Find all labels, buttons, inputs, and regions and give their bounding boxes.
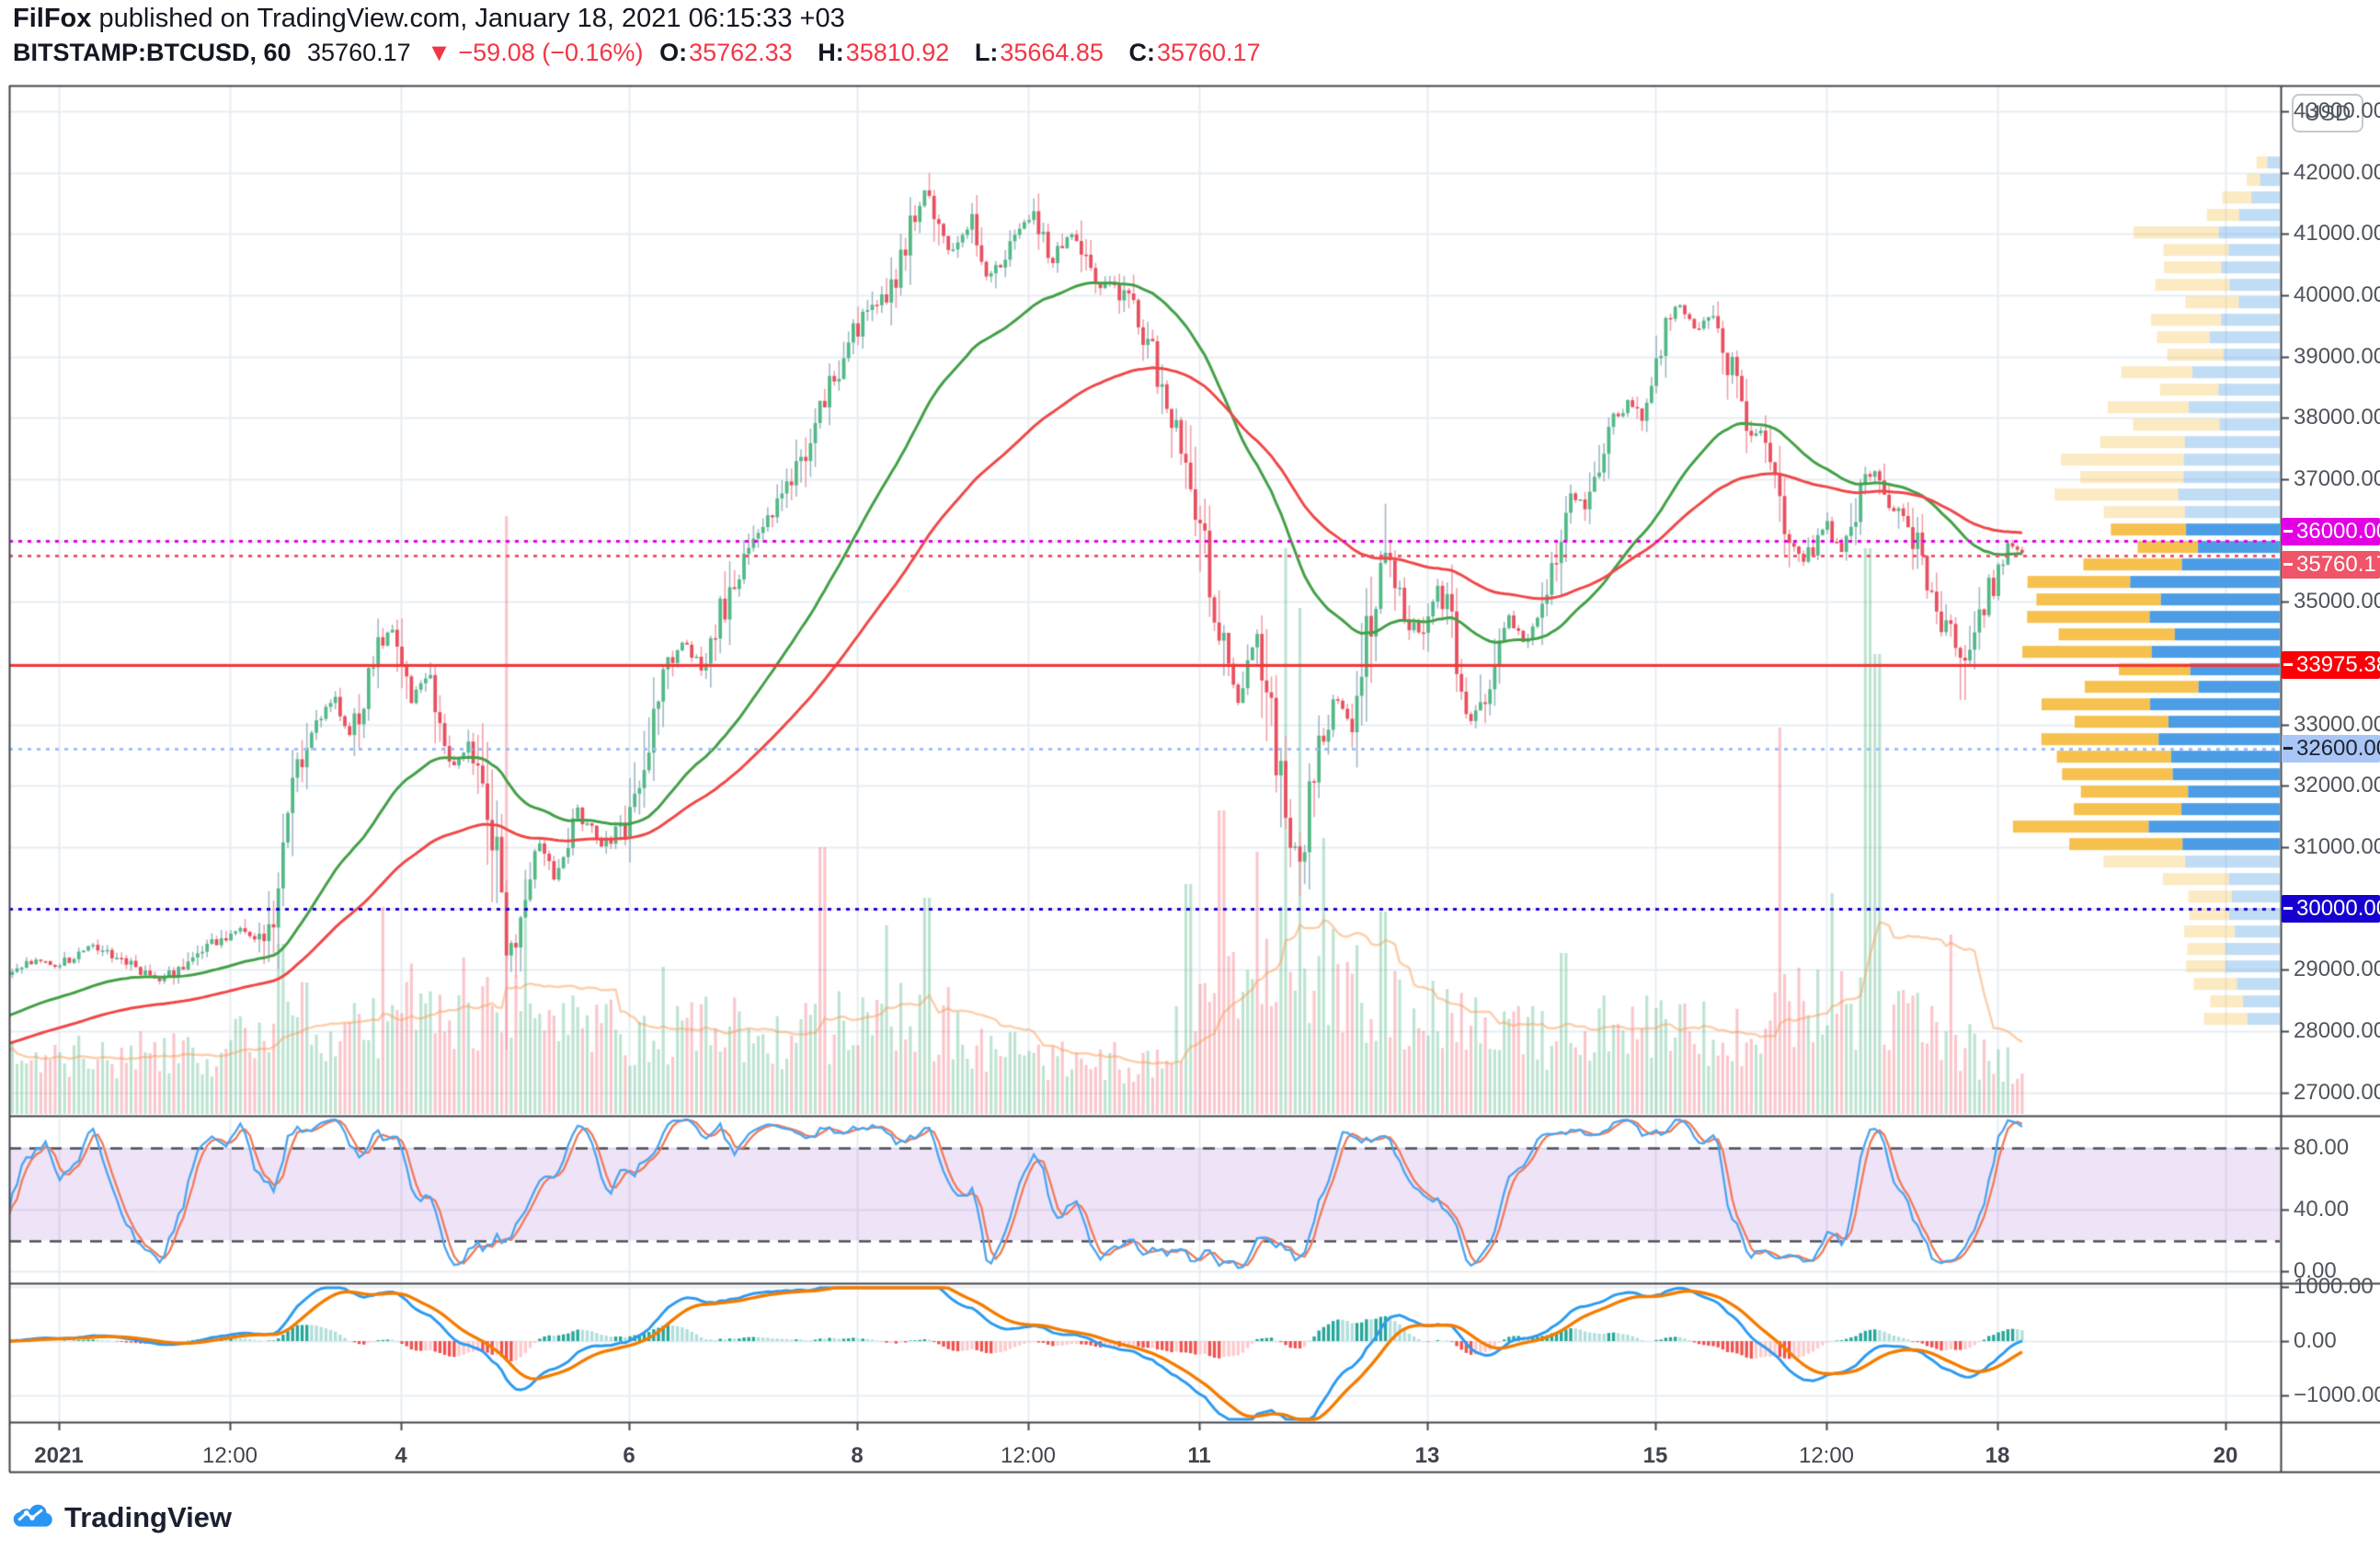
price-line-label: 30000.00 [2282,894,2380,923]
price-change: ▼ −59.08 (−0.16%) [427,39,644,66]
tradingview-logo[interactable]: TradingView [11,1501,232,1534]
price-tick-label: 42000.00 [2294,159,2380,185]
open-value: 35762.33 [689,39,793,66]
close-label: C: [1128,39,1155,66]
close-value: 35760.17 [1156,39,1261,66]
publish-info: published on TradingView.com, January 18… [91,4,845,33]
price-tick-label: 41000.00 [2294,221,2380,247]
price-tick-label: 29000.00 [2294,957,2380,982]
price-tick-label: 39000.00 [2294,343,2380,369]
publish-header: FilFox published on TradingView.com, Jan… [13,4,845,34]
time-axis-label: 12:00 [201,1443,258,1468]
price-line-label: 33975.38 [2282,650,2380,679]
time-axis-label: 12:00 [1000,1443,1057,1468]
price-tick-label: 38000.00 [2294,405,2380,430]
stoch-tick-label: 0.00 [2294,1258,2337,1283]
price-tick-label: 31000.00 [2294,834,2380,859]
time-axis-label: 13 [1414,1443,1440,1468]
macd-tick-label: −1000.00 [2294,1383,2380,1407]
price-tick-label: 33000.00 [2294,711,2380,737]
currency-toggle-button[interactable]: USD [2292,94,2363,132]
price-tick-label: 43000.00 [2294,98,2380,123]
time-axis-label: 20 [2213,1443,2238,1468]
time-axis-label: 18 [1985,1443,2010,1468]
low-label: L: [974,39,999,66]
time-axis-label: 6 [623,1443,635,1468]
price-tick-label: 35000.00 [2294,589,2380,614]
price-tick-label: 28000.00 [2294,1018,2380,1043]
symbol-legend: BITSTAMP:BTCUSD, 60 35760.17 ▼ −59.08 (−… [13,39,1279,67]
author-name: FilFox [13,4,92,33]
time-axis-label: 2021 [34,1443,84,1468]
last-price: 35760.17 [307,39,411,66]
time-axis-label: 15 [1642,1443,1668,1468]
price-tick-label: 32000.00 [2294,773,2380,798]
macd-tick-label: 1000.00 [2294,1274,2374,1299]
open-label: O: [659,39,688,66]
time-axis-label: 12:00 [1798,1443,1855,1468]
time-axis-label: 8 [851,1443,864,1468]
price-tick-label: 27000.00 [2294,1079,2380,1105]
low-value: 35664.85 [1000,39,1104,66]
high-value: 35810.92 [845,39,950,66]
macd-tick-label: 0.00 [2294,1328,2337,1353]
symbol-interval: BITSTAMP:BTCUSD, 60 [13,39,292,66]
stoch-tick-label: 40.00 [2294,1197,2350,1222]
time-axis-label: 4 [395,1443,407,1468]
stoch-tick-label: 80.00 [2294,1135,2350,1160]
price-line-label: 36000.00 [2282,517,2380,545]
tradingview-logo-text: TradingView [64,1501,233,1533]
price-line-label: 35760.17 [2282,550,2380,579]
tradingview-cloud-icon [11,1502,55,1534]
price-line-label: 32600.00 [2282,735,2380,763]
high-label: H: [818,39,844,66]
price-tick-label: 37000.00 [2294,466,2380,491]
price-tick-label: 40000.00 [2294,282,2380,307]
time-axis-label: 11 [1187,1443,1211,1468]
